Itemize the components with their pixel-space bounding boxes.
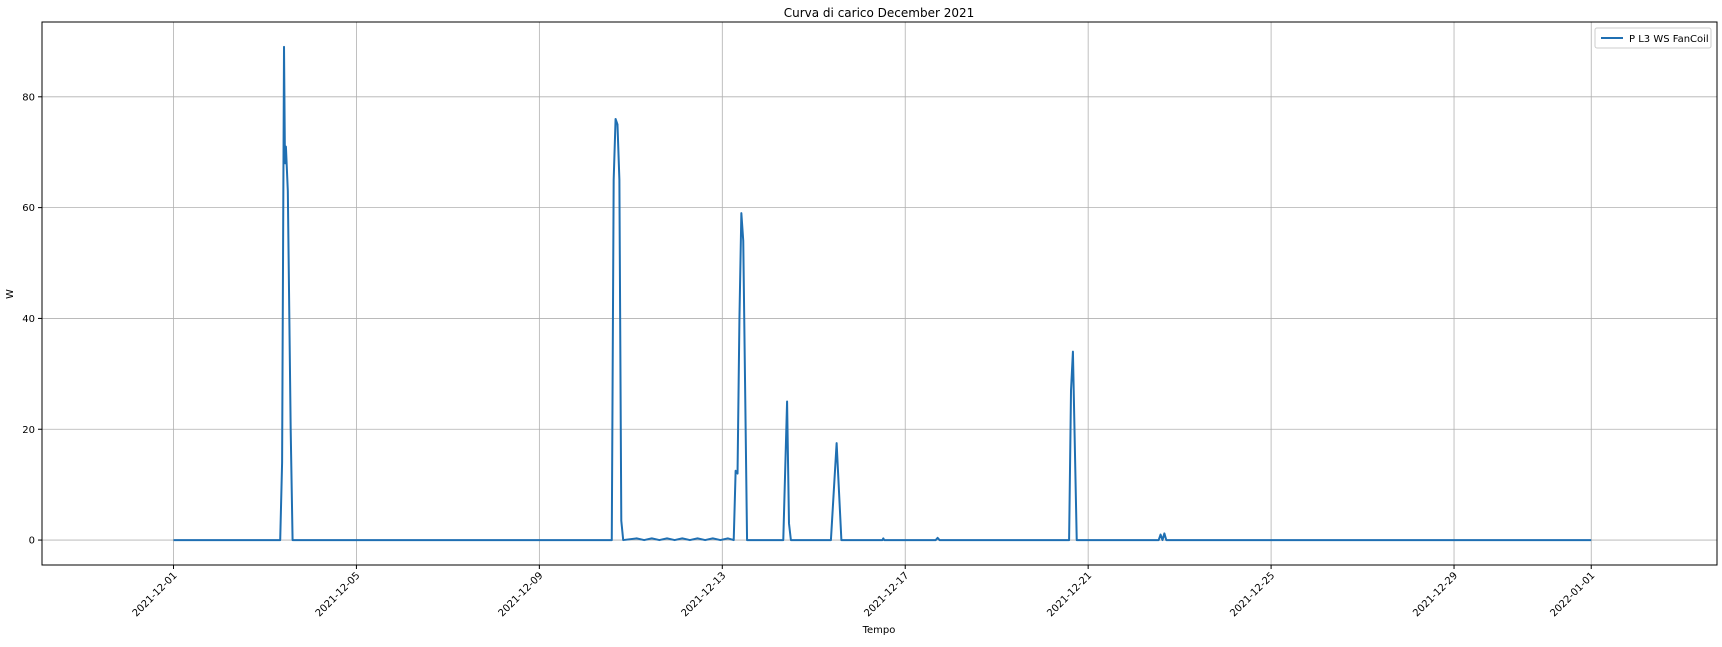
legend-entry-label: P L3 WS FanCoil xyxy=(1629,34,1709,45)
y-tick-label: 0 xyxy=(29,536,35,547)
series-layer xyxy=(173,45,1592,542)
y-tick-label: 20 xyxy=(22,425,35,436)
x-axis-label: Tempo xyxy=(862,625,896,636)
plot-frame xyxy=(41,21,1718,566)
series-line-0 xyxy=(173,45,1592,542)
y-axis-label: W xyxy=(5,289,16,299)
legend-box xyxy=(1594,27,1712,49)
y-tick-label: 80 xyxy=(22,92,35,103)
chart-title: Curva di carico December 2021 xyxy=(784,6,975,20)
y-tick-label: 60 xyxy=(22,203,35,214)
legend: P L3 WS FanCoil xyxy=(1594,27,1712,49)
y-tick-label: 40 xyxy=(22,314,35,325)
